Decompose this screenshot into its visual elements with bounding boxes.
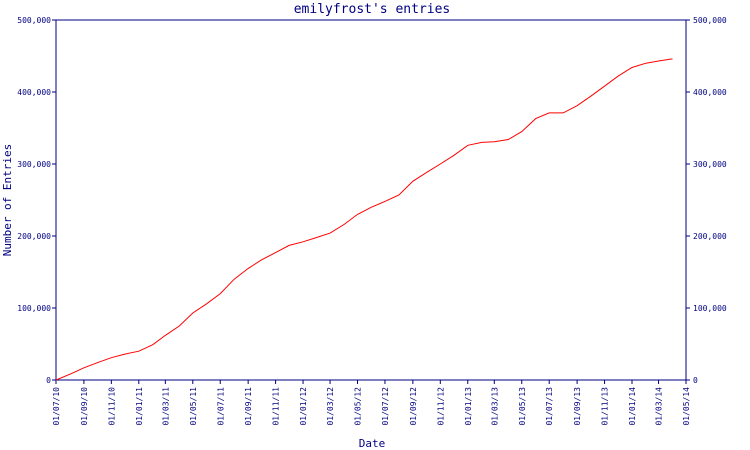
y-tick-label-left: 100,000 [17, 304, 51, 313]
x-axis-ticks: 01/07/10 01/09/10 01/11/10 01/01/11 01/03/11… [52, 380, 691, 426]
y-tick-label-right: 400,000 [693, 88, 727, 97]
y-tick-label-right: 300,000 [693, 160, 727, 169]
x-tick-label: 01/11/12 [436, 387, 445, 426]
y-tick-label-right: 100,000 [693, 304, 727, 313]
x-tick-label: 01/03/12 [326, 387, 335, 426]
x-tick-label: 01/05/12 [354, 387, 363, 426]
x-axis-label: Date [359, 437, 386, 450]
chart-axes [55, 19, 687, 381]
x-tick-label: 01/11/10 [107, 387, 116, 426]
x-tick-label: 01/03/11 [161, 387, 170, 426]
x-tick-label: 01/07/12 [381, 387, 390, 426]
x-tick-label: 01/01/11 [135, 387, 144, 426]
x-tick-label: 01/05/13 [518, 387, 527, 426]
x-tick-label: 01/11/13 [601, 387, 610, 426]
y-axis-label: Number of Entries [1, 144, 14, 257]
x-tick-label: 01/09/13 [573, 387, 582, 426]
y-tick-label-left: 200,000 [17, 232, 51, 241]
x-tick-label: 01/03/13 [490, 387, 499, 426]
x-tick-label: 01/01/12 [299, 387, 308, 426]
y-tick-label-left: 500,000 [17, 16, 51, 25]
y-tick-label-left: 400,000 [17, 88, 51, 97]
x-tick-label: 01/05/11 [189, 387, 198, 426]
x-tick-label: 01/05/14 [682, 387, 691, 426]
y-tick-label-left: 0 [46, 376, 51, 385]
x-tick-label: 01/01/14 [628, 387, 637, 426]
x-tick-label: 01/01/13 [464, 387, 473, 426]
x-tick-label: 01/09/10 [80, 387, 89, 426]
y-tick-label-left: 300,000 [17, 160, 51, 169]
x-tick-label: 01/07/11 [216, 387, 225, 426]
x-tick-label: 01/07/10 [52, 387, 61, 426]
y-axis-ticks: 0 0 100,000 100,000 200,000 200,000 300,000 300… [17, 16, 727, 385]
y-tick-label-right: 500,000 [693, 16, 727, 25]
y-tick-label-right: 200,000 [693, 232, 727, 241]
x-tick-label: 01/09/11 [244, 387, 253, 426]
chart-title: emilyfrost's entries [294, 2, 451, 17]
y-tick-label-right: 0 [693, 376, 698, 385]
series-layer [55, 58, 673, 381]
x-tick-label: 01/03/14 [655, 387, 664, 426]
x-tick-label: 01/09/12 [409, 387, 418, 426]
x-tick-label: 01/07/13 [545, 387, 554, 426]
x-tick-label: 01/11/11 [272, 387, 281, 426]
series-line-entries [55, 58, 673, 381]
